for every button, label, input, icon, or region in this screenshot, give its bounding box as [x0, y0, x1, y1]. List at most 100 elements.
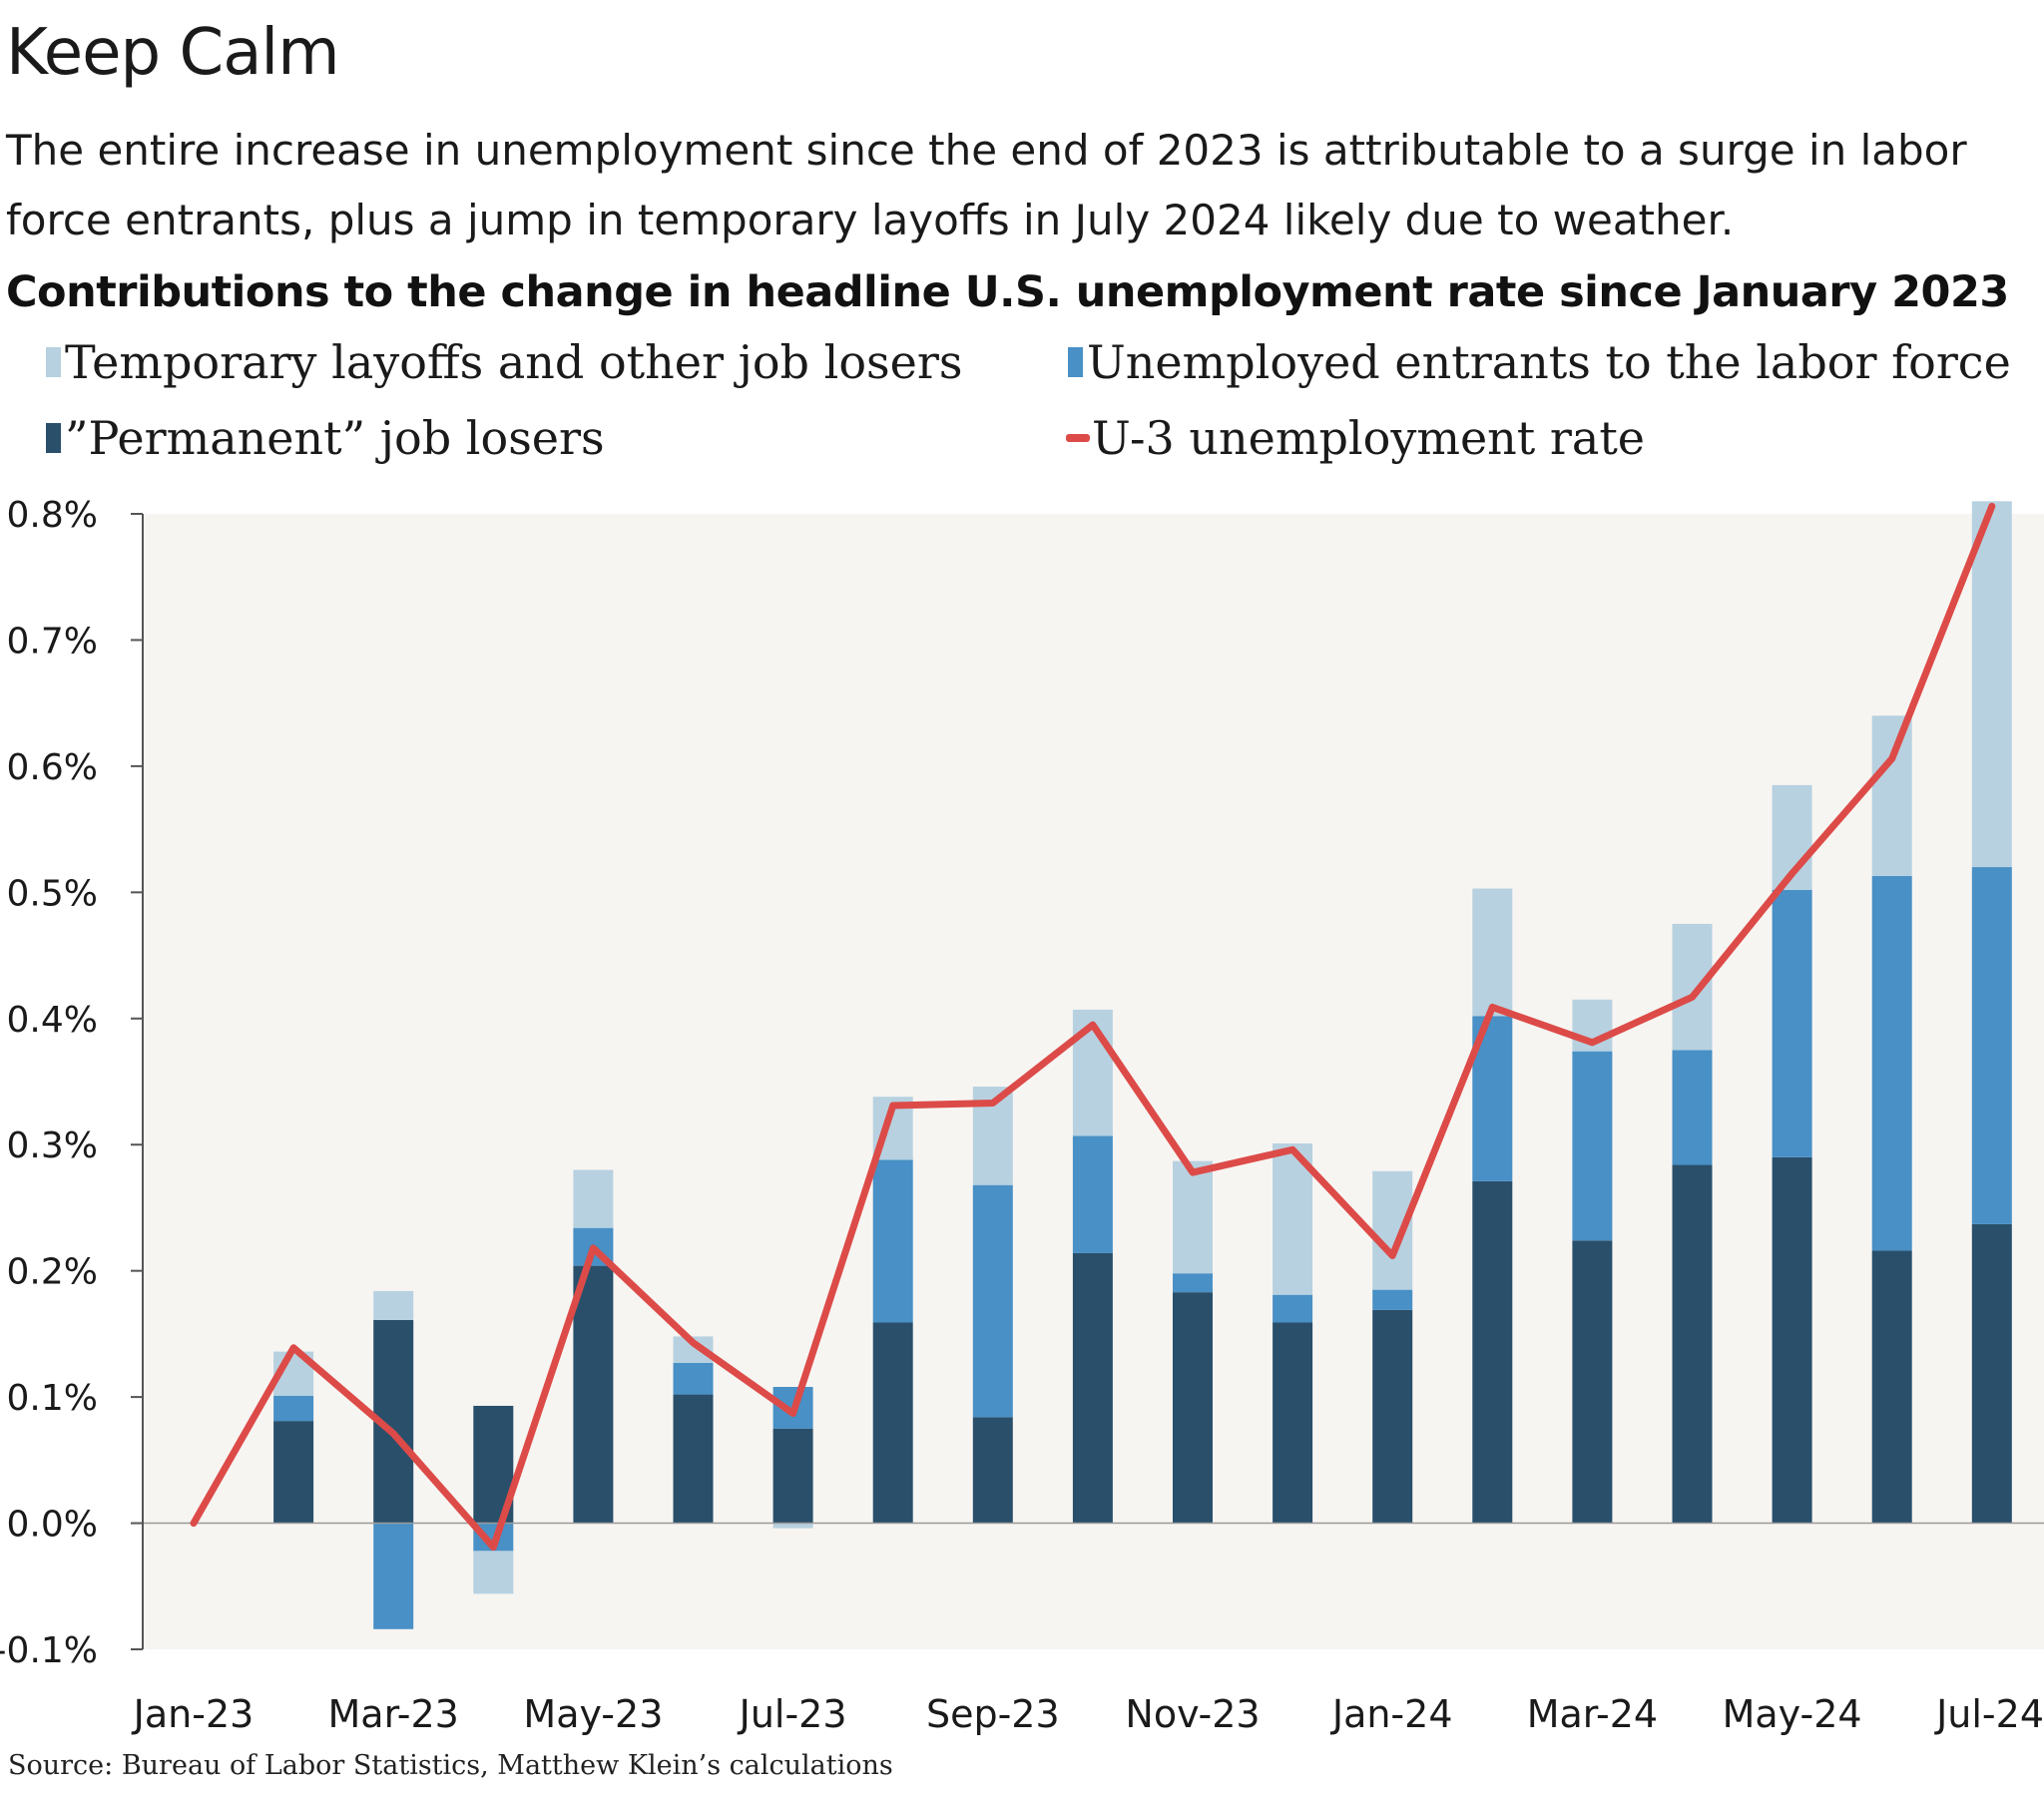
chart-title: Keep Calm — [6, 16, 340, 90]
y-tick-label: 0.2% — [7, 1252, 98, 1293]
bar-entrants — [1372, 1289, 1413, 1310]
u3-point — [192, 1521, 196, 1526]
x-tick-label: Mar-23 — [328, 1692, 459, 1736]
bar-entrants — [1772, 889, 1812, 1157]
bar-temporary — [1971, 501, 2012, 868]
bar-temporary — [1372, 1170, 1413, 1290]
bar-permanent — [1572, 1240, 1613, 1524]
bar-permanent — [1273, 1322, 1313, 1524]
u3-point — [790, 1411, 795, 1416]
bar-entrants — [673, 1362, 714, 1395]
legend-swatch-u3 — [1066, 434, 1090, 442]
bar-permanent — [1971, 1223, 2012, 1524]
bar-temporary — [573, 1169, 614, 1228]
u3-point — [1290, 1147, 1295, 1152]
u3-point — [691, 1340, 696, 1345]
bar-temporary — [1472, 888, 1513, 1017]
y-tick-label: 0.6% — [7, 747, 98, 788]
bar-temporary — [1173, 1160, 1213, 1274]
bar-entrants — [373, 1523, 414, 1629]
source-note: Source: Bureau of Labor Statistics, Matt… — [8, 1750, 893, 1781]
bar-permanent — [972, 1417, 1013, 1524]
bar-entrants — [872, 1159, 913, 1323]
bar-entrants — [972, 1184, 1013, 1418]
legend-label-temporary: Temporary layoffs and other job losers — [65, 335, 963, 389]
bar-temporary — [1672, 923, 1713, 1051]
x-axis-ticks: Jan-23 Mar-23 May-23 Jul-23 Sep-23 Nov-23 Jan-… — [132, 1692, 2044, 1736]
bar-permanent — [1072, 1252, 1113, 1524]
chart-subtitle: The entire increase in unemployment sinc… — [6, 126, 1967, 244]
bar-permanent — [1672, 1164, 1713, 1524]
x-tick-label: Jan-24 — [1330, 1692, 1453, 1736]
legend-item-temporary: Temporary layoffs and other job losers — [46, 335, 962, 389]
bar-temporary — [772, 1523, 813, 1529]
legend-swatch-temporary — [46, 347, 61, 377]
legend-swatch-entrants — [1068, 347, 1083, 377]
legend-item-u3: U-3 unemployment rate — [1066, 411, 1645, 465]
y-tick-label: 0.3% — [7, 1125, 98, 1166]
x-tick-label: Jul-24 — [1934, 1692, 2044, 1736]
line-layer — [190, 502, 1996, 1552]
y-tick-label: 0.5% — [7, 873, 98, 914]
x-tick-label: May-23 — [523, 1692, 663, 1736]
bar-temporary — [473, 1551, 514, 1594]
x-tick-label: May-24 — [1723, 1692, 1862, 1736]
bar-permanent — [273, 1421, 314, 1524]
u3-point — [291, 1345, 296, 1350]
legend-label-permanent: ”Permanent” job losers — [65, 411, 605, 465]
legend-label-entrants: Unemployed entrants to the labor force — [1087, 335, 2011, 389]
bar-entrants — [1072, 1135, 1113, 1253]
y-tick-label: 0.7% — [7, 621, 98, 662]
legend-swatch-permanent — [46, 423, 61, 453]
bar-permanent — [673, 1394, 714, 1524]
bar-entrants — [1273, 1294, 1313, 1323]
bar-entrants — [1672, 1050, 1713, 1165]
u3-point — [1590, 1040, 1595, 1045]
x-tick-label: Sep-23 — [926, 1692, 1060, 1736]
y-tick-label: 0.1% — [7, 1378, 98, 1419]
u3-point — [391, 1431, 396, 1436]
bar-temporary — [373, 1290, 414, 1320]
bar-temporary — [1871, 715, 1912, 876]
bar-permanent — [1173, 1292, 1213, 1524]
bar-entrants — [1971, 867, 2012, 1224]
bar-entrants — [273, 1395, 314, 1422]
u3-point — [1789, 871, 1794, 876]
x-tick-label: Jan-23 — [132, 1692, 255, 1736]
u3-point — [990, 1101, 995, 1106]
legend-label-u3: U-3 unemployment rate — [1092, 411, 1646, 465]
u3-point — [890, 1104, 895, 1109]
bar-permanent — [1372, 1309, 1413, 1524]
y-tick-label: 0.8% — [7, 495, 98, 536]
y-tick-label: -0.1% — [0, 1630, 98, 1671]
u3-point — [1390, 1253, 1395, 1258]
u3-point — [1490, 1005, 1495, 1010]
chart-heading: Contributions to the change in headline … — [6, 267, 2009, 317]
u3-point — [591, 1245, 596, 1250]
bar-entrants — [1572, 1051, 1613, 1241]
bar-permanent — [1871, 1250, 1912, 1524]
bar-permanent — [573, 1265, 614, 1524]
x-tick-label: Jul-23 — [738, 1692, 847, 1736]
u3-point — [1989, 504, 1994, 509]
bar-permanent — [772, 1428, 813, 1524]
u3-point — [1889, 756, 1894, 761]
bar-entrants — [1173, 1273, 1213, 1293]
y-tick-label: 0.4% — [7, 1000, 98, 1041]
x-tick-label: Nov-23 — [1125, 1692, 1260, 1736]
bars-layer — [273, 501, 2012, 1629]
u3-point — [1690, 995, 1695, 1000]
legend-item-entrants: Unemployed entrants to the labor force — [1068, 335, 2011, 389]
y-tick-label: 0.0% — [7, 1505, 98, 1546]
y-axis-ticks: -0.1% 0.0% 0.1% 0.2% 0.3% 0.4% 0.5% 0.6% 0.7% 0.8… — [0, 495, 143, 1671]
legend-item-permanent: ”Permanent” job losers — [46, 411, 605, 465]
bar-permanent — [1472, 1180, 1513, 1524]
u3-point — [1090, 1023, 1095, 1028]
bar-permanent — [872, 1322, 913, 1524]
u3-point — [491, 1545, 496, 1550]
u3-point — [1191, 1170, 1195, 1175]
bar-entrants — [1871, 875, 1912, 1251]
bar-permanent — [1772, 1156, 1812, 1524]
x-tick-label: Mar-24 — [1527, 1692, 1658, 1736]
